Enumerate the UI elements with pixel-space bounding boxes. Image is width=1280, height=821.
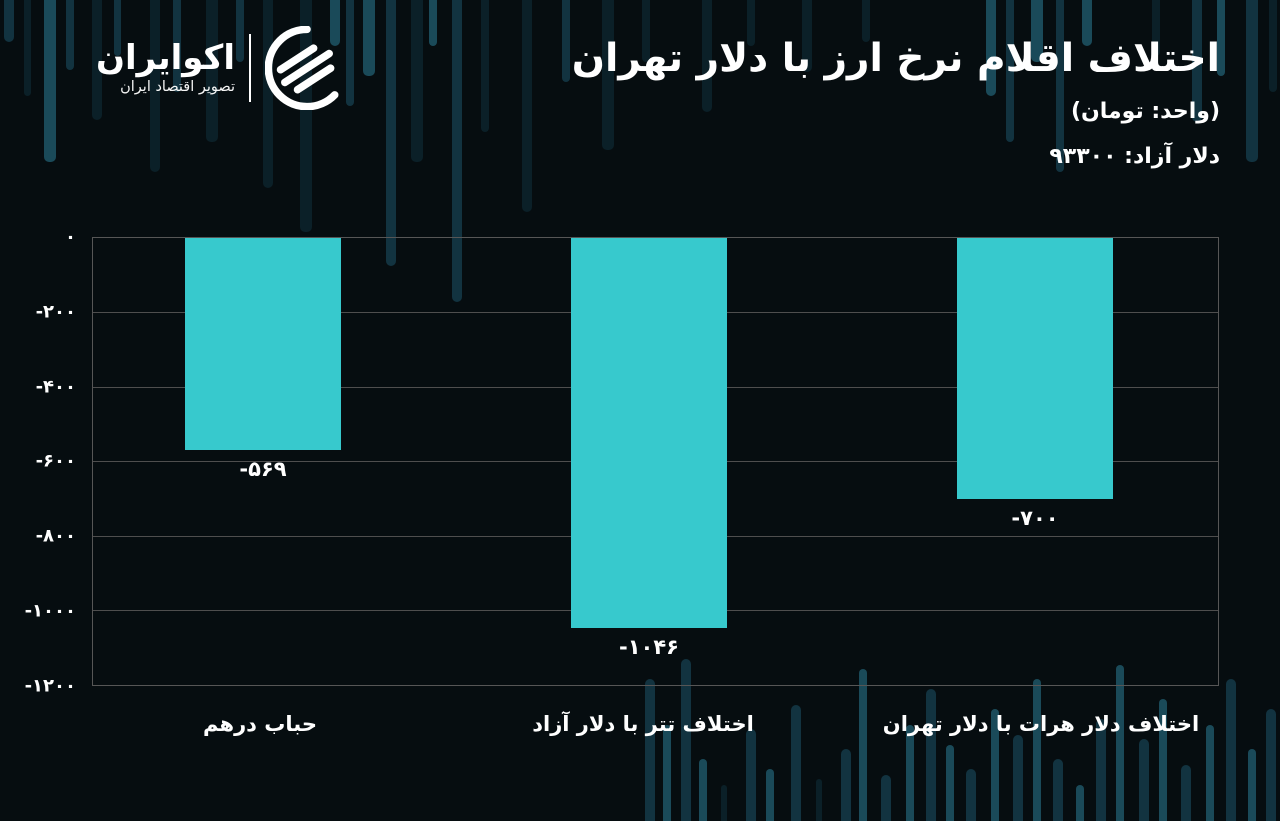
bar-value-label: -۷۰۰ <box>1011 506 1059 530</box>
ecoiran-logo-icon <box>265 26 339 110</box>
background-bar-decoration <box>1226 679 1236 821</box>
background-bar-decoration <box>4 0 14 42</box>
background-bar-decoration <box>44 0 56 162</box>
background-bar-decoration <box>1246 0 1258 162</box>
reference-rate: دلار آزاد: ۹۳۳۰۰ <box>1049 143 1220 169</box>
y-axis: ۰ -۲۰۰ -۴۰۰ -۶۰۰ -۸۰۰ -۱۰۰۰ -۱۲۰۰ <box>0 227 84 697</box>
background-bar-decoration <box>816 779 822 821</box>
background-bar-decoration <box>1181 765 1191 821</box>
background-bar-decoration <box>66 0 74 70</box>
background-bar-decoration <box>481 0 489 132</box>
plot-area: -۵۶۹ -۱۰۴۶ -۷۰۰ <box>92 237 1219 686</box>
background-bar-decoration <box>1013 735 1023 821</box>
background-bar-decoration <box>926 689 936 821</box>
background-bar-decoration <box>386 0 396 266</box>
background-bar-decoration <box>1206 725 1214 821</box>
bar-value-label: -۵۶۹ <box>239 457 287 481</box>
background-bar-decoration <box>1116 665 1124 821</box>
y-tick: -۲۰۰ <box>35 301 76 323</box>
brand-tagline: تصویر اقتصاد ایران <box>120 79 235 96</box>
y-tick: -۸۰۰ <box>35 525 76 547</box>
background-bar-decoration <box>1076 785 1084 821</box>
background-bar-decoration <box>906 725 914 821</box>
background-bar-decoration <box>746 729 756 821</box>
category-label: اختلاف دلار هرات با دلار تهران <box>882 712 1200 736</box>
background-bar-decoration <box>699 759 707 821</box>
category-label: حباب درهم <box>203 712 317 736</box>
background-bar-decoration <box>522 0 532 212</box>
background-bar-decoration <box>1139 739 1149 821</box>
background-bar-decoration <box>791 705 801 821</box>
brand-block: اکوایران تصویر اقتصاد ایران <box>96 26 349 110</box>
background-bar-decoration <box>946 745 954 821</box>
background-bar-decoration <box>1248 749 1256 821</box>
y-tick: -۶۰۰ <box>35 450 76 472</box>
brand-text: اکوایران تصویر اقتصاد ایران <box>96 37 235 96</box>
background-bar-decoration <box>841 749 851 821</box>
background-bar-decoration <box>24 0 31 96</box>
background-bar-decoration <box>363 0 375 76</box>
y-tick: ۰ <box>65 226 76 248</box>
y-tick: -۱۲۰۰ <box>24 675 76 697</box>
background-bar-decoration <box>1159 699 1167 821</box>
background-bar-decoration <box>766 769 774 821</box>
bar-herat-vs-tehran-dollar <box>957 238 1113 499</box>
background-bar-decoration <box>1053 759 1063 821</box>
background-bar-decoration <box>429 0 437 46</box>
bar-tether-vs-free-dollar <box>571 238 727 628</box>
brand-divider <box>249 34 251 102</box>
background-bar-decoration <box>1269 0 1277 92</box>
y-tick: -۴۰۰ <box>35 376 76 398</box>
background-bar-decoration <box>1033 679 1041 821</box>
unit-subtitle: (واحد: تومان) <box>1070 98 1220 124</box>
background-bar-decoration <box>411 0 423 162</box>
background-bar-decoration <box>881 775 891 821</box>
bar-dirham-bubble <box>185 238 341 450</box>
category-label: اختلاف تتر با دلار آزاد <box>532 712 754 736</box>
y-tick: -۱۰۰۰ <box>24 600 76 622</box>
title-block: اختلاف اقلام نرخ ارز با دلار تهران (واحد… <box>572 36 1220 169</box>
bar-value-label: -۱۰۴۶ <box>619 635 679 659</box>
background-bar-decoration <box>991 709 999 821</box>
background-bar-decoration <box>966 769 976 821</box>
brand-name: اکوایران <box>96 37 235 78</box>
background-bar-decoration <box>645 679 655 821</box>
background-bar-decoration <box>859 669 867 821</box>
background-bar-decoration <box>721 785 727 821</box>
page-title: اختلاف اقلام نرخ ارز با دلار تهران <box>571 36 1220 81</box>
background-bar-decoration <box>562 0 570 82</box>
background-bar-decoration <box>1266 709 1276 821</box>
background-bar-decoration <box>1096 719 1106 821</box>
background-bar-decoration <box>663 725 671 821</box>
